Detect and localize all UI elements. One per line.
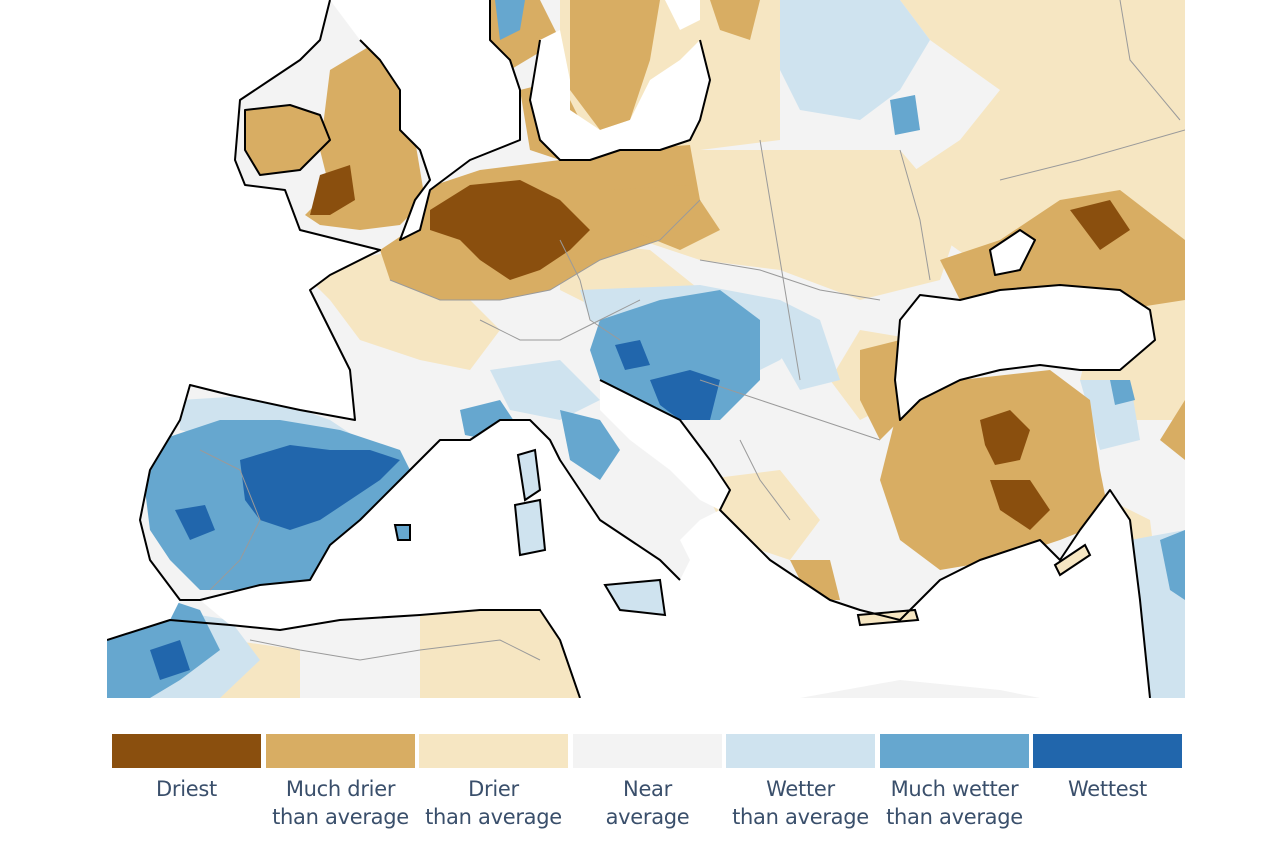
legend-label-line2: average <box>605 805 690 829</box>
legend-label: Much wetter than average <box>880 775 1029 831</box>
legend-swatch <box>112 734 261 768</box>
legend-label-line1: Drier <box>468 777 519 801</box>
legend-label-line1: Wetter <box>766 777 835 801</box>
driest-regions <box>310 165 1130 530</box>
legend-label-line1: Driest <box>156 777 217 801</box>
precipitation-anomaly-map <box>107 0 1185 698</box>
wettest-regions <box>150 340 720 680</box>
legend-label: Much drier than average <box>266 775 415 831</box>
legend-item: Wettest <box>1033 734 1182 803</box>
legend-label-line2: than average <box>732 805 869 829</box>
legend-item: Near average <box>573 734 722 831</box>
legend-label: Wetter than average <box>726 775 875 831</box>
country-borders <box>199 0 1185 661</box>
legend-label-line1: Near <box>623 777 672 801</box>
legend-label-line2: than average <box>272 805 409 829</box>
coastlines <box>107 0 1151 698</box>
legend-swatch <box>266 734 415 768</box>
legend-swatch <box>419 734 568 768</box>
legend: Driest Much drier than average Drier than av… <box>112 734 1182 844</box>
legend-swatch <box>1033 734 1182 768</box>
legend-swatch <box>880 734 1029 768</box>
legend-label: Drier than average <box>419 775 568 831</box>
legend-item: Much wetter than average <box>880 734 1029 831</box>
legend-item: Drier than average <box>419 734 568 831</box>
legend-label: Wettest <box>1033 775 1182 803</box>
legend-label-line2: than average <box>886 805 1023 829</box>
legend-label-line2: than average <box>425 805 562 829</box>
legend-item: Wetter than average <box>726 734 875 831</box>
legend-label-line1: Much drier <box>285 777 396 801</box>
seas <box>107 0 1156 698</box>
legend-label-line1: Much wetter <box>890 777 1019 801</box>
legend-item: Driest <box>112 734 261 803</box>
legend-label-line1: Wettest <box>1068 777 1147 801</box>
islands <box>393 448 1092 627</box>
legend-swatch <box>726 734 875 768</box>
legend-label: Near average <box>573 775 722 831</box>
legend-item: Much drier than average <box>266 734 415 831</box>
legend-swatch <box>573 734 722 768</box>
map-svg <box>107 0 1185 698</box>
legend-label: Driest <box>112 775 261 803</box>
